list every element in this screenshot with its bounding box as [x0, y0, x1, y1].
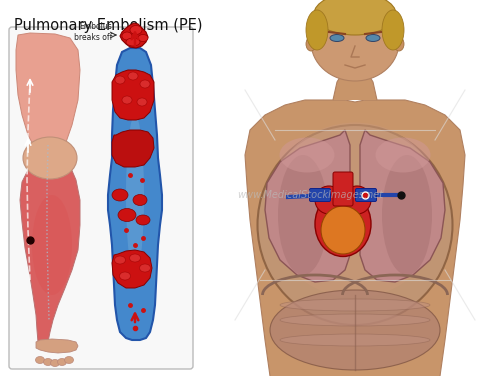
- Ellipse shape: [36, 356, 45, 364]
- Ellipse shape: [64, 356, 73, 364]
- Ellipse shape: [115, 76, 125, 84]
- Polygon shape: [108, 48, 162, 340]
- Polygon shape: [16, 33, 80, 155]
- Ellipse shape: [126, 38, 140, 46]
- Ellipse shape: [44, 358, 52, 365]
- Ellipse shape: [126, 115, 144, 275]
- Text: Embolus
breaks off: Embolus breaks off: [73, 22, 112, 42]
- Text: Pulmonary Embolism (PE): Pulmonary Embolism (PE): [14, 18, 203, 33]
- Ellipse shape: [137, 98, 147, 106]
- FancyBboxPatch shape: [356, 188, 376, 202]
- Ellipse shape: [130, 254, 141, 262]
- Ellipse shape: [394, 37, 404, 51]
- Ellipse shape: [330, 35, 344, 41]
- FancyBboxPatch shape: [310, 188, 331, 202]
- Ellipse shape: [112, 189, 128, 201]
- Ellipse shape: [120, 272, 131, 280]
- Ellipse shape: [115, 256, 125, 264]
- Ellipse shape: [257, 125, 453, 325]
- Polygon shape: [112, 70, 154, 120]
- Ellipse shape: [50, 359, 60, 367]
- Ellipse shape: [118, 209, 136, 221]
- Ellipse shape: [128, 72, 138, 80]
- Ellipse shape: [321, 206, 365, 254]
- Polygon shape: [265, 130, 350, 282]
- Ellipse shape: [279, 138, 335, 173]
- Ellipse shape: [122, 32, 132, 40]
- Polygon shape: [120, 23, 148, 48]
- Polygon shape: [360, 130, 445, 282]
- Ellipse shape: [382, 10, 404, 50]
- Ellipse shape: [315, 191, 371, 256]
- Ellipse shape: [133, 194, 147, 206]
- Ellipse shape: [32, 195, 72, 295]
- Ellipse shape: [270, 290, 440, 370]
- Ellipse shape: [306, 37, 316, 51]
- Ellipse shape: [136, 215, 150, 225]
- FancyBboxPatch shape: [9, 27, 193, 369]
- Ellipse shape: [311, 3, 399, 81]
- FancyBboxPatch shape: [333, 172, 353, 206]
- Ellipse shape: [278, 155, 328, 275]
- Ellipse shape: [315, 186, 343, 214]
- Ellipse shape: [343, 186, 371, 214]
- Ellipse shape: [130, 26, 142, 35]
- Ellipse shape: [23, 137, 77, 179]
- Ellipse shape: [280, 314, 430, 326]
- FancyBboxPatch shape: [220, 0, 480, 376]
- Ellipse shape: [280, 334, 430, 346]
- Ellipse shape: [366, 35, 380, 41]
- Ellipse shape: [138, 35, 148, 41]
- Ellipse shape: [375, 138, 431, 173]
- Polygon shape: [245, 100, 465, 376]
- Ellipse shape: [140, 264, 151, 272]
- Text: www.MedicalStockImages.net: www.MedicalStockImages.net: [237, 190, 383, 200]
- Ellipse shape: [382, 155, 432, 275]
- Polygon shape: [112, 130, 154, 167]
- Ellipse shape: [267, 123, 443, 297]
- Ellipse shape: [58, 358, 67, 365]
- Polygon shape: [20, 163, 80, 350]
- Ellipse shape: [140, 80, 150, 88]
- Polygon shape: [36, 339, 78, 353]
- Polygon shape: [112, 250, 152, 288]
- Polygon shape: [333, 68, 377, 100]
- Ellipse shape: [306, 10, 328, 50]
- Ellipse shape: [122, 96, 132, 104]
- Ellipse shape: [314, 0, 396, 35]
- Ellipse shape: [280, 299, 430, 311]
